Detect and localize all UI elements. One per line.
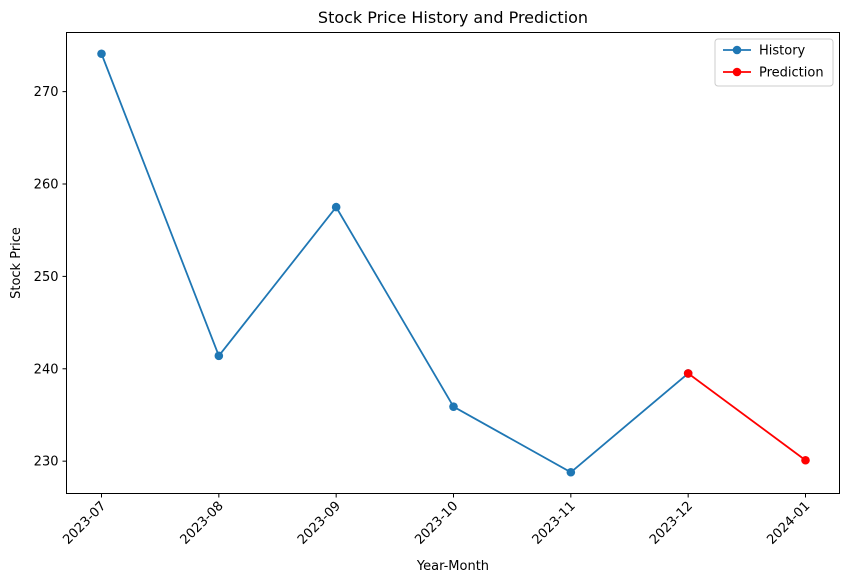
legend-marker-swatch	[732, 67, 742, 77]
chart-title: Stock Price History and Prediction	[318, 8, 588, 27]
legend-label: Prediction	[759, 66, 824, 81]
x-tick-label: 2023-11	[530, 499, 579, 548]
x-tick-label: 2024-01	[764, 499, 813, 548]
series-prediction	[683, 369, 810, 465]
series-history	[97, 49, 693, 477]
data-point-prediction-2024-01	[801, 455, 810, 465]
data-point-history-2023-07	[97, 49, 106, 59]
series-layer	[97, 49, 810, 477]
legend-marker-swatch	[732, 45, 742, 55]
series-line-history	[100, 53, 689, 474]
y-tick-label: 230	[34, 455, 59, 470]
y-tick-label: 260	[34, 178, 59, 193]
data-point-history-2023-10	[449, 402, 458, 411]
x-tick-label: 2023-07	[60, 499, 109, 548]
y-tick-label: 250	[34, 270, 59, 285]
y-axis: 230 240 250 260 270	[34, 85, 67, 470]
x-tick-label: 2023-09	[295, 499, 344, 548]
legend: History Prediction	[714, 38, 834, 87]
y-tick-label: 270	[34, 85, 59, 100]
x-axis-label: Year-Month	[416, 559, 489, 574]
legend-entry-history: History	[723, 44, 806, 59]
x-tick-label: 2023-12	[647, 499, 696, 548]
legend-label: History	[759, 44, 806, 59]
x-axis: 2023-07 2023-08 2023-09 2023-10 2023-11 2023-…	[60, 493, 813, 548]
y-axis-label: Stock Price	[9, 227, 24, 299]
y-tick-label: 240	[34, 362, 59, 377]
series-line-prediction	[687, 372, 807, 461]
x-tick-label: 2023-10	[412, 499, 461, 548]
legend-entry-prediction: Prediction	[723, 66, 824, 81]
data-point-history-2023-11	[566, 467, 576, 477]
data-point-history-2023-09	[331, 202, 341, 212]
x-tick-label: 2023-08	[178, 499, 227, 548]
data-point-history-2023-08	[214, 351, 224, 361]
data-point-prediction-2023-12	[683, 369, 693, 378]
